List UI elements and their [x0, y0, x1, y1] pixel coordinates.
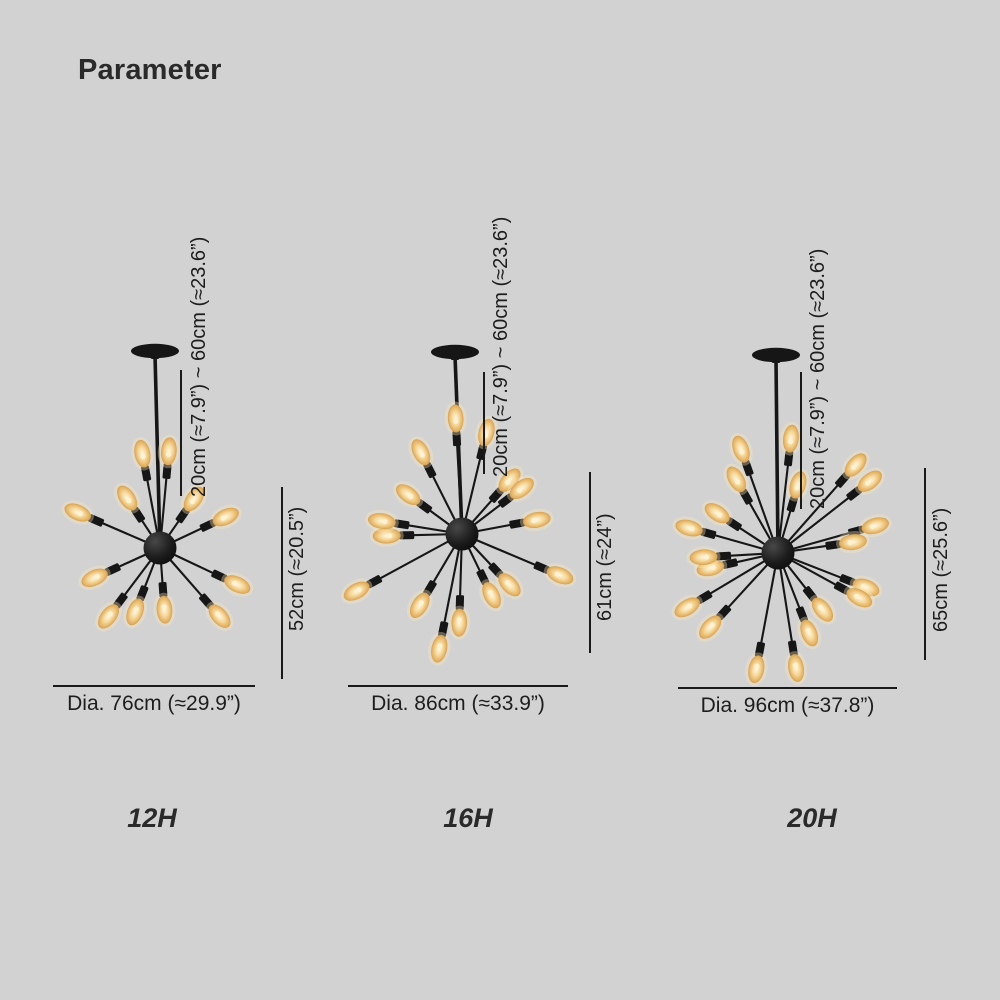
diameter-measure-line-16h — [348, 685, 568, 687]
diameter-measure-line-20h — [678, 687, 897, 689]
height-measure-line-16h — [589, 472, 591, 653]
diameter-measure-label-20h: Dia. 96cm (≈37.8”) — [700, 694, 875, 717]
chandelier-illustration-12h — [61, 343, 254, 632]
height-measure-label-20h: 65cm (≈25.6”) — [930, 507, 952, 632]
rod-measure-line-20h — [800, 372, 802, 509]
rod-measure-line-16h — [483, 372, 485, 474]
variant-label-16h: 16H — [443, 803, 493, 833]
diameter-measure-line-12h — [53, 685, 255, 687]
page-title: Parameter — [78, 54, 222, 86]
variant-label-12h: 12H — [127, 803, 177, 833]
height-measure-label-16h: 61cm (≈24”) — [594, 513, 616, 621]
rod-measure-label-20h: 20cm (≈7.9”) ~ 60cm (≈23.6”) — [807, 248, 829, 509]
diameter-measure-label-12h: Dia. 76cm (≈29.9”) — [67, 692, 241, 715]
variant-label-20h: 20H — [787, 803, 837, 833]
chandelier-illustration-16h — [340, 344, 577, 666]
height-measure-line-20h — [924, 468, 926, 660]
chandelier-illustration-20h — [671, 347, 892, 687]
height-measure-line-12h — [281, 487, 283, 679]
rod-measure-label-16h: 20cm (≈7.9”) ~ 60cm (≈23.6”) — [490, 216, 512, 477]
rod-measure-line-12h — [180, 370, 182, 496]
rod-measure-label-12h: 20cm (≈7.9”) ~ 60cm (≈23.6”) — [188, 236, 210, 497]
diameter-measure-label-16h: Dia. 86cm (≈33.9”) — [371, 692, 545, 715]
height-measure-label-12h: 52cm (≈20.5”) — [286, 506, 308, 631]
